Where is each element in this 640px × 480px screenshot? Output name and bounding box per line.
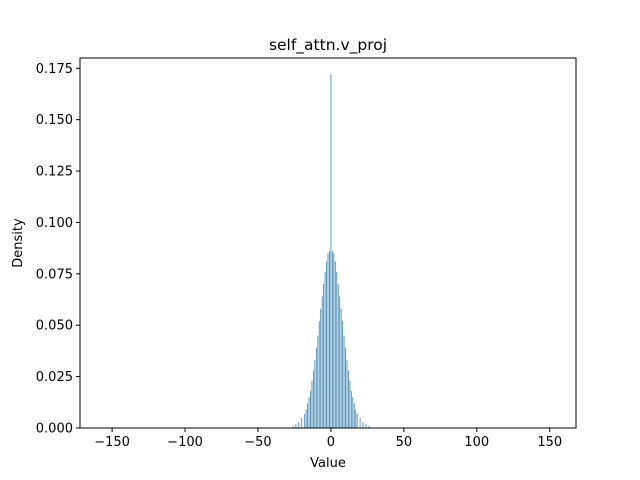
- histogram-bar: [318, 321, 320, 428]
- histogram-bar: [324, 271, 326, 428]
- histogram-bar: [346, 360, 348, 428]
- y-axis-label: Density: [11, 218, 26, 268]
- x-tick-label: 50: [396, 435, 413, 450]
- histogram-bar: [310, 391, 311, 428]
- x-tick-label: −150: [94, 435, 130, 450]
- y-tick-label: 0.000: [36, 422, 73, 437]
- histogram-bar: [305, 409, 307, 428]
- histogram-bar: [320, 308, 322, 428]
- y-tick-label: 0.050: [36, 319, 73, 334]
- histogram-bar: [334, 261, 336, 428]
- y-tick-label: 0.100: [36, 216, 73, 231]
- histogram-bar: [326, 261, 327, 428]
- histogram-bar: [315, 347, 317, 428]
- x-axis-label: Value: [310, 456, 346, 471]
- histogram-bar: [349, 380, 351, 428]
- histogram-bar: [323, 284, 325, 428]
- x-axis-ticks: −150 −100 −50 0 50 100 150: [94, 428, 562, 450]
- y-tick-label: 0.025: [36, 370, 73, 385]
- x-tick-label: 0: [327, 435, 335, 450]
- histogram-bar: [353, 403, 355, 428]
- histogram-bar: [312, 370, 314, 428]
- histogram-bar: [355, 409, 357, 428]
- histogram-bar: [359, 417, 361, 428]
- y-tick-label: 0.075: [36, 267, 73, 282]
- histogram-bar: [337, 284, 339, 428]
- y-axis-ticks: 0.000 0.025 0.050 0.075 0.100 0.125 0.150 0.175: [36, 62, 80, 437]
- histogram-bar: [292, 425, 294, 428]
- histogram-bar: [362, 421, 364, 428]
- histogram-bar: [301, 417, 303, 428]
- histogram-bar: [365, 423, 367, 428]
- histogram-bar: [336, 271, 338, 428]
- x-tick-label: 150: [537, 435, 562, 450]
- bars-group: [292, 74, 370, 428]
- chart-title: self_attn.v_proj: [269, 36, 387, 55]
- histogram-bar: [330, 74, 332, 428]
- histogram-bar: [314, 360, 316, 428]
- histogram-bar: [331, 251, 333, 428]
- histogram-bar: [311, 380, 313, 428]
- histogram-bar: [298, 421, 300, 428]
- histogram-bar: [347, 370, 349, 428]
- histogram-bar: [352, 397, 354, 428]
- y-tick-label: 0.175: [36, 62, 73, 77]
- histogram-bar: [339, 296, 341, 428]
- histogram-bar: [350, 391, 352, 428]
- histogram-bar: [308, 397, 310, 428]
- histogram-bar: [333, 253, 335, 428]
- y-tick-label: 0.125: [36, 165, 73, 180]
- histogram-bar: [343, 335, 345, 428]
- histogram-bar: [317, 335, 319, 428]
- y-tick-label: 0.150: [36, 113, 73, 128]
- histogram-bar: [295, 423, 297, 428]
- histogram-bar: [356, 413, 358, 428]
- histogram-bar: [368, 425, 370, 428]
- x-tick-label: −50: [244, 435, 271, 450]
- histogram-bar: [327, 253, 329, 428]
- histogram-bar: [304, 413, 306, 428]
- plot-frame: [79, 57, 577, 429]
- x-tick-label: 100: [464, 435, 489, 450]
- histogram-bar: [329, 251, 330, 428]
- histogram-bar: [307, 403, 309, 428]
- x-tick-label: −100: [167, 435, 203, 450]
- histogram-bar: [345, 347, 346, 428]
- histogram-bar: [321, 296, 323, 428]
- histogram-bar: [342, 321, 344, 428]
- histogram-bar: [340, 308, 342, 428]
